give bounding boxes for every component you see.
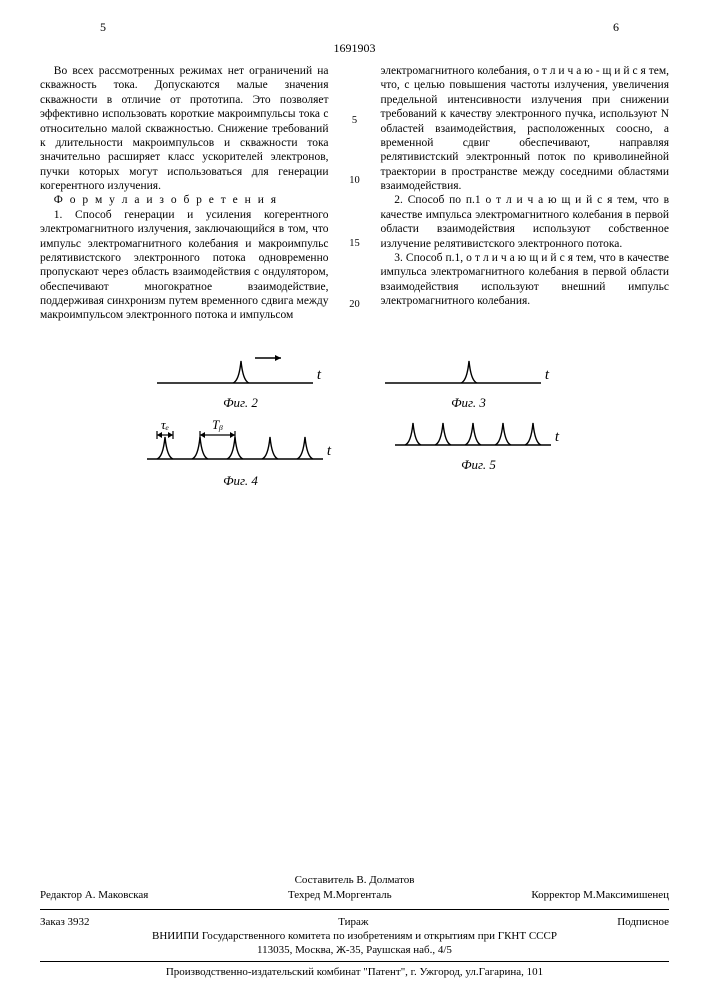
col-number-left: 5 bbox=[100, 20, 106, 35]
svg-text:t: t bbox=[554, 429, 559, 445]
org-line: ВНИИПИ Государственного комитета по изоб… bbox=[40, 930, 669, 944]
order-row: Заказ 3932 Тираж Подписное bbox=[40, 916, 669, 930]
techred-credit: Техред М.Моргенталь bbox=[288, 889, 392, 903]
footer-block: Составитель В. Долматов Редактор А. Мако… bbox=[40, 874, 669, 981]
document-number: 1691903 bbox=[40, 41, 669, 56]
svg-text:t: t bbox=[544, 367, 549, 383]
composer-line: Составитель В. Долматов bbox=[40, 874, 669, 888]
figure-row-2: t τₑ Tᵦ Фиг. 4 t Фиг. 5 bbox=[141, 417, 569, 489]
svg-text:Tᵦ: Tᵦ bbox=[212, 417, 223, 432]
fig4: t τₑ Tᵦ Фиг. 4 bbox=[141, 417, 341, 489]
right-para-2: 2. Способ по п.1 о т л и ч а ю щ и й с я… bbox=[381, 193, 670, 251]
fig2: t Фиг. 2 bbox=[151, 355, 331, 411]
svg-text:τₑ: τₑ bbox=[160, 417, 168, 432]
podpisnoe-label: Подписное bbox=[617, 916, 669, 930]
fig3: t Фиг. 3 bbox=[379, 355, 559, 411]
fig3-label: Фиг. 3 bbox=[451, 395, 486, 411]
svg-text:t: t bbox=[316, 367, 321, 383]
credits-row: Редактор А. Маковская Техред М.Моргентал… bbox=[40, 889, 669, 903]
fig2-label: Фиг. 2 bbox=[223, 395, 258, 411]
right-para-3: 3. Способ п.1, о т л и ч а ю щ и й с я т… bbox=[381, 251, 670, 309]
text-columns: Во всех рассмотренных режимах нет ограни… bbox=[40, 64, 669, 323]
col-number-right: 6 bbox=[613, 20, 619, 35]
left-para-1: Во всех рассмотренных режимах нет ограни… bbox=[40, 64, 329, 193]
left-column: Во всех рассмотренных режимах нет ограни… bbox=[40, 64, 329, 323]
order-number: Заказ 3932 bbox=[40, 916, 90, 930]
formula-heading: Ф о р м у л а и з о б р е т е н и я bbox=[40, 193, 329, 207]
svg-text:t: t bbox=[326, 443, 331, 459]
divider bbox=[40, 961, 669, 962]
printer-line: Производственно-издательский комбинат "П… bbox=[40, 966, 669, 980]
left-para-2: 1. Способ генерации и усиления когерентн… bbox=[40, 208, 329, 323]
fig5: t Фиг. 5 bbox=[389, 417, 569, 489]
patent-page: 5 6 1691903 Во всех рассмотренных режима… bbox=[0, 0, 707, 1000]
divider bbox=[40, 909, 669, 910]
line-number: 20 bbox=[349, 300, 360, 311]
figure-row-1: t Фиг. 2 t Фиг. 3 bbox=[151, 355, 559, 411]
editor-credit: Редактор А. Маковская bbox=[40, 889, 148, 903]
page-numbers-row: 5 6 bbox=[100, 20, 619, 35]
right-para-1: электромагнитного колебания, о т л и ч а… bbox=[381, 64, 670, 193]
tirazh-label: Тираж bbox=[338, 916, 368, 930]
line-number: 10 bbox=[349, 176, 360, 187]
line-number: 15 bbox=[349, 239, 360, 250]
line-number: 5 bbox=[352, 116, 357, 127]
figures-block: t Фиг. 2 t Фиг. 3 t τₑ Tᵦ Фиг. 4 t Фиг. 5 bbox=[40, 355, 669, 490]
addr-line: 113035, Москва, Ж-35, Раушская наб., 4/5 bbox=[40, 944, 669, 958]
right-column: электромагнитного колебания, о т л и ч а… bbox=[381, 64, 670, 323]
fig5-label: Фиг. 5 bbox=[461, 457, 496, 473]
line-number-gutter: 5 10 15 20 bbox=[347, 64, 363, 323]
fig4-label: Фиг. 4 bbox=[223, 473, 258, 489]
corrector-credit: Корректор М.Максимишенец bbox=[531, 889, 669, 903]
